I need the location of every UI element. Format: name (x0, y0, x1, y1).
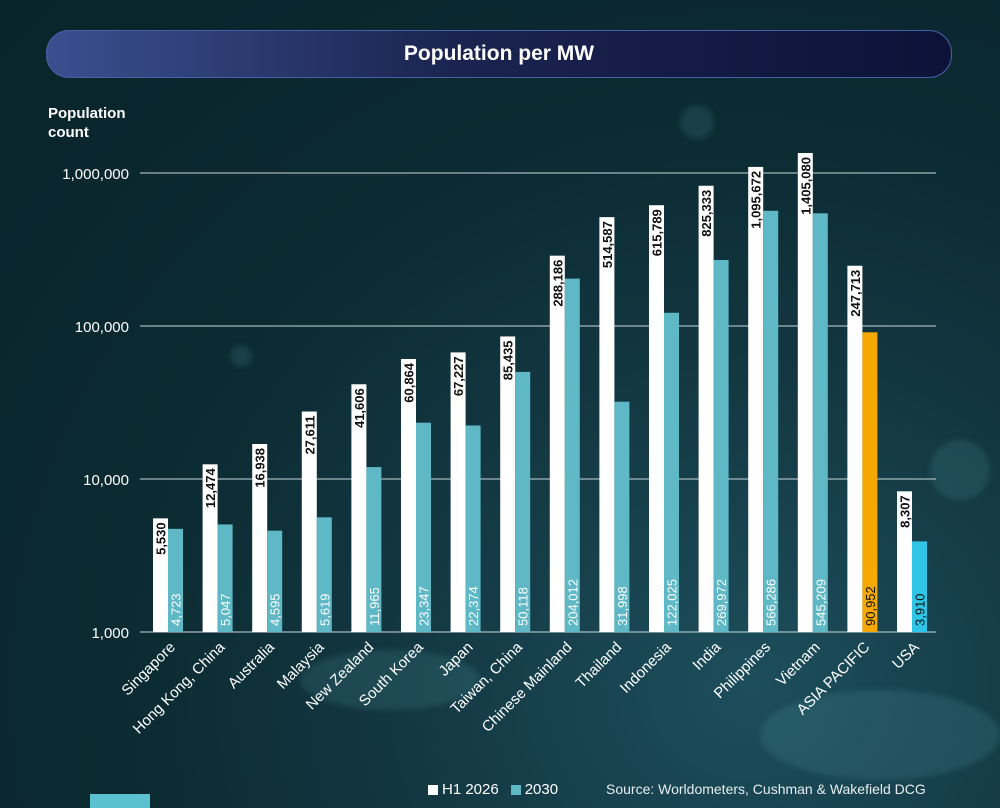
data-label-2030: 50,118 (516, 587, 531, 626)
x-category-label: India (689, 638, 724, 673)
data-label-h1-2026: 60,864 (402, 362, 417, 403)
x-category-label: Vietnam (773, 639, 824, 690)
legend-label-2030: 2030 (524, 781, 559, 798)
bar-2030 (316, 517, 332, 632)
bar-2030 (763, 210, 779, 632)
data-label-h1-2026: 825,333 (699, 190, 714, 237)
bar-2030 (862, 332, 878, 632)
data-label-h1-2026: 8,307 (898, 495, 913, 528)
bar-2030 (465, 425, 481, 632)
background-bokeh (300, 650, 480, 710)
bar-h1-2026 (797, 153, 813, 632)
bar-h1-2026 (500, 336, 516, 632)
bar-h1-2026 (847, 265, 863, 632)
data-label-2030: 90,952 (863, 586, 878, 626)
bar-2030 (168, 528, 183, 632)
bar-h1-2026 (549, 255, 565, 632)
data-label-h1-2026: 27,611 (302, 416, 317, 455)
legend-label-h1-2026: H1 2026 (442, 781, 499, 798)
bar-2030 (267, 530, 283, 632)
legend-item-2030: 2030 (510, 781, 559, 798)
bar-h1-2026 (252, 443, 268, 632)
data-label-h1-2026: 615,789 (650, 209, 665, 256)
x-category-label: USA (889, 639, 923, 673)
bar-h1-2026 (153, 518, 168, 632)
bar-h1-2026 (351, 384, 367, 632)
bar-h1-2026 (748, 166, 764, 632)
data-label-2030: 3,910 (913, 593, 928, 626)
data-label-2030: 5,047 (218, 593, 233, 626)
chart-title-banner: Population per MW (46, 30, 952, 78)
background-bokeh (230, 345, 252, 367)
data-label-2030: 11,965 (367, 587, 382, 626)
data-label-2030: 122,025 (665, 579, 680, 626)
data-label-h1-2026: 5,530 (154, 522, 169, 555)
bar-h1-2026 (401, 358, 416, 632)
bar-2030 (664, 312, 679, 632)
x-category-label: Japan (436, 639, 477, 680)
bar-2030 (416, 422, 431, 632)
data-label-h1-2026: 1,095,672 (749, 171, 764, 229)
x-category-label: Indonesia (617, 638, 675, 696)
y-axis-label: Population count (48, 105, 126, 141)
bar-2030 (812, 213, 828, 633)
data-label-h1-2026: 247,713 (848, 270, 863, 317)
chart-title: Population per MW (403, 42, 595, 65)
bar-h1-2026 (301, 411, 317, 632)
source-note: Source: Worldometers, Cushman & Wakefiel… (606, 781, 926, 797)
background-bokeh (930, 440, 990, 500)
data-label-h1-2026: 41,606 (352, 388, 367, 428)
bar-2030 (713, 260, 729, 632)
bar-h1-2026 (649, 205, 664, 632)
bar-h1-2026 (897, 491, 912, 632)
data-label-2030: 31,998 (615, 586, 630, 626)
background-bokeh (680, 105, 714, 139)
chart-legend: H1 2026 2030 (428, 781, 558, 798)
background-bokeh (760, 690, 1000, 780)
y-tick-label: 1,000,000 (62, 166, 129, 183)
data-label-h1-2026: 514,587 (600, 221, 615, 268)
data-label-h1-2026: 1,405,080 (798, 157, 813, 215)
data-label-2030: 22,374 (466, 586, 481, 626)
data-label-2030: 5,619 (317, 593, 332, 626)
data-label-h1-2026: 288,186 (550, 260, 565, 307)
bar-2030 (912, 541, 927, 632)
data-label-2030: 545,209 (813, 579, 828, 626)
data-label-h1-2026: 67,227 (451, 356, 466, 396)
data-label-2030: 4,723 (169, 593, 184, 626)
decorative-corner-block (90, 794, 150, 808)
x-category-label: Hong Kong, China (130, 638, 229, 737)
data-label-h1-2026: 12,474 (203, 468, 218, 509)
data-label-2030: 269,972 (714, 579, 729, 626)
data-label-h1-2026: 85,435 (501, 340, 516, 380)
bar-h1-2026 (202, 464, 218, 632)
bar-2030 (614, 401, 630, 632)
y-tick-label: 100,000 (75, 319, 129, 336)
data-label-2030: 23,347 (417, 586, 432, 626)
bar-h1-2026 (450, 352, 466, 632)
legend-item-h1-2026: H1 2026 (428, 781, 499, 798)
bar-h1-2026 (599, 217, 615, 633)
data-label-h1-2026: 16,938 (253, 448, 268, 488)
bar-2030 (564, 278, 580, 632)
bar-2030 (515, 371, 531, 632)
bar-2030 (217, 524, 233, 632)
y-tick-label: 1,000 (91, 625, 129, 642)
y-tick-label: 10,000 (83, 472, 129, 489)
data-label-2030: 4,595 (268, 593, 283, 626)
x-category-label: Australia (225, 638, 279, 692)
bar-2030 (366, 467, 382, 632)
legend-swatch-h1-2026 (428, 784, 438, 795)
x-category-label: Chinese Mainland (479, 639, 576, 736)
legend-swatch-2030 (510, 784, 521, 795)
data-label-2030: 566,286 (764, 579, 779, 626)
bar-h1-2026 (698, 185, 714, 632)
data-label-2030: 204,012 (565, 579, 580, 626)
